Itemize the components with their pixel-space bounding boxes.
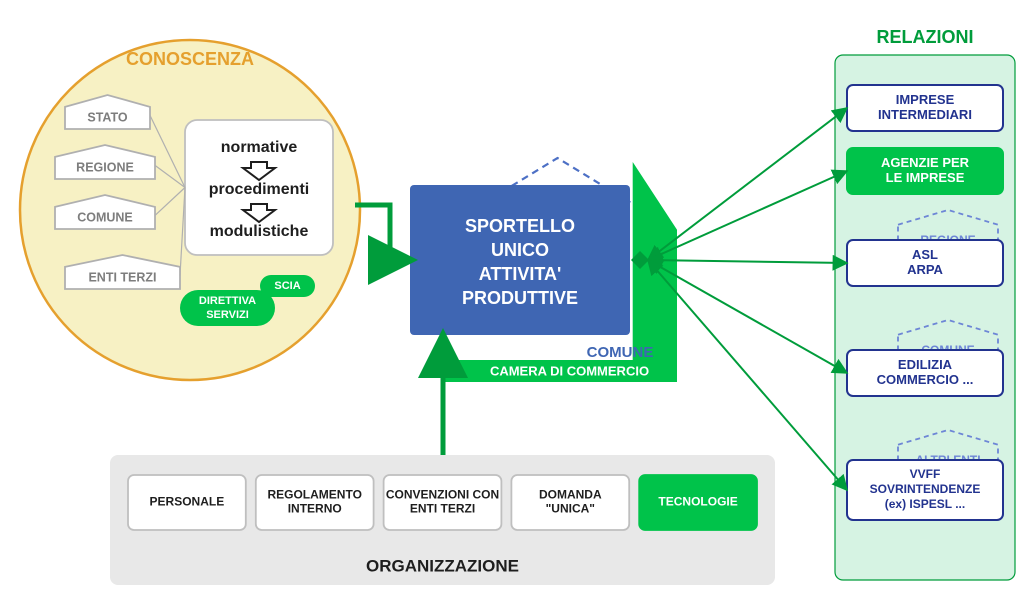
organization-card-text-regolamento-0: REGOLAMENTO (267, 488, 361, 502)
relations-card-text-asl-1: ARPA (907, 262, 943, 277)
organization-card-text-domanda-0: DOMANDA (539, 488, 602, 502)
relations-card-text-vvff-2: (ex) ISPESL ... (885, 497, 965, 511)
relations-card-text-vvff-0: VVFF (910, 467, 941, 481)
knowledge-node-label-regione: REGIONE (76, 160, 134, 174)
knowledge-pill-text-direttiva-1: SERVIZI (206, 309, 249, 321)
organization-card-text-personale-0: PERSONALE (150, 495, 225, 509)
center-box (410, 185, 630, 335)
center-text: PRODUTTIVE (462, 288, 578, 308)
knowledge-pill-text-direttiva-0: DIRETTIVA (199, 295, 256, 307)
relations-card-text-imprese-0: IMPRESE (896, 92, 955, 107)
knowledge-card-line-2: modulistiche (210, 223, 309, 240)
relations-card-text-agenzie-0: AGENZIE PER (881, 155, 970, 170)
center-text: SPORTELLO (465, 216, 575, 236)
organization-card-text-convenzioni-0: CONVENZIONI CON (386, 488, 499, 502)
center-text: ATTIVITA' (479, 264, 562, 284)
knowledge-node-label-comune: COMUNE (77, 210, 133, 224)
relations-card-text-agenzie-1: LE IMPRESE (886, 170, 965, 185)
organization-card-text-tecnologie-0: TECNOLOGIE (658, 495, 737, 509)
relations-card-text-edilizia-0: EDILIZIA (898, 357, 953, 372)
organization-card-text-domanda-1: "UNICA" (546, 502, 595, 516)
organization-title: ORGANIZZAZIONE (366, 556, 519, 575)
relations-title: RELAZIONI (877, 27, 974, 47)
camera-label: CAMERA DI COMMERCIO (490, 363, 649, 378)
organization-card-text-regolamento-1: INTERNO (288, 502, 342, 516)
organization-card-text-convenzioni-1: ENTI TERZI (410, 502, 475, 516)
knowledge-card-line-1: procedimenti (209, 181, 309, 198)
relations-card-text-imprese-1: INTERMEDIARI (878, 107, 972, 122)
knowledge-node-label-stato: STATO (87, 110, 128, 124)
knowledge-pill-text-scia: SCIA (274, 280, 300, 292)
knowledge-title: CONOSCENZA (126, 49, 254, 69)
relations-card-text-edilizia-1: COMMERCIO ... (877, 372, 974, 387)
knowledge-card-line-0: normative (221, 139, 298, 156)
comune-label: COMUNE (587, 344, 654, 361)
center-text: UNICO (491, 240, 549, 260)
relations-card-text-asl-0: ASL (912, 247, 938, 262)
knowledge-node-label-enti-terzi: ENTI TERZI (88, 270, 156, 284)
relations-card-text-vvff-1: SOVRINTENDENZE (870, 482, 981, 496)
